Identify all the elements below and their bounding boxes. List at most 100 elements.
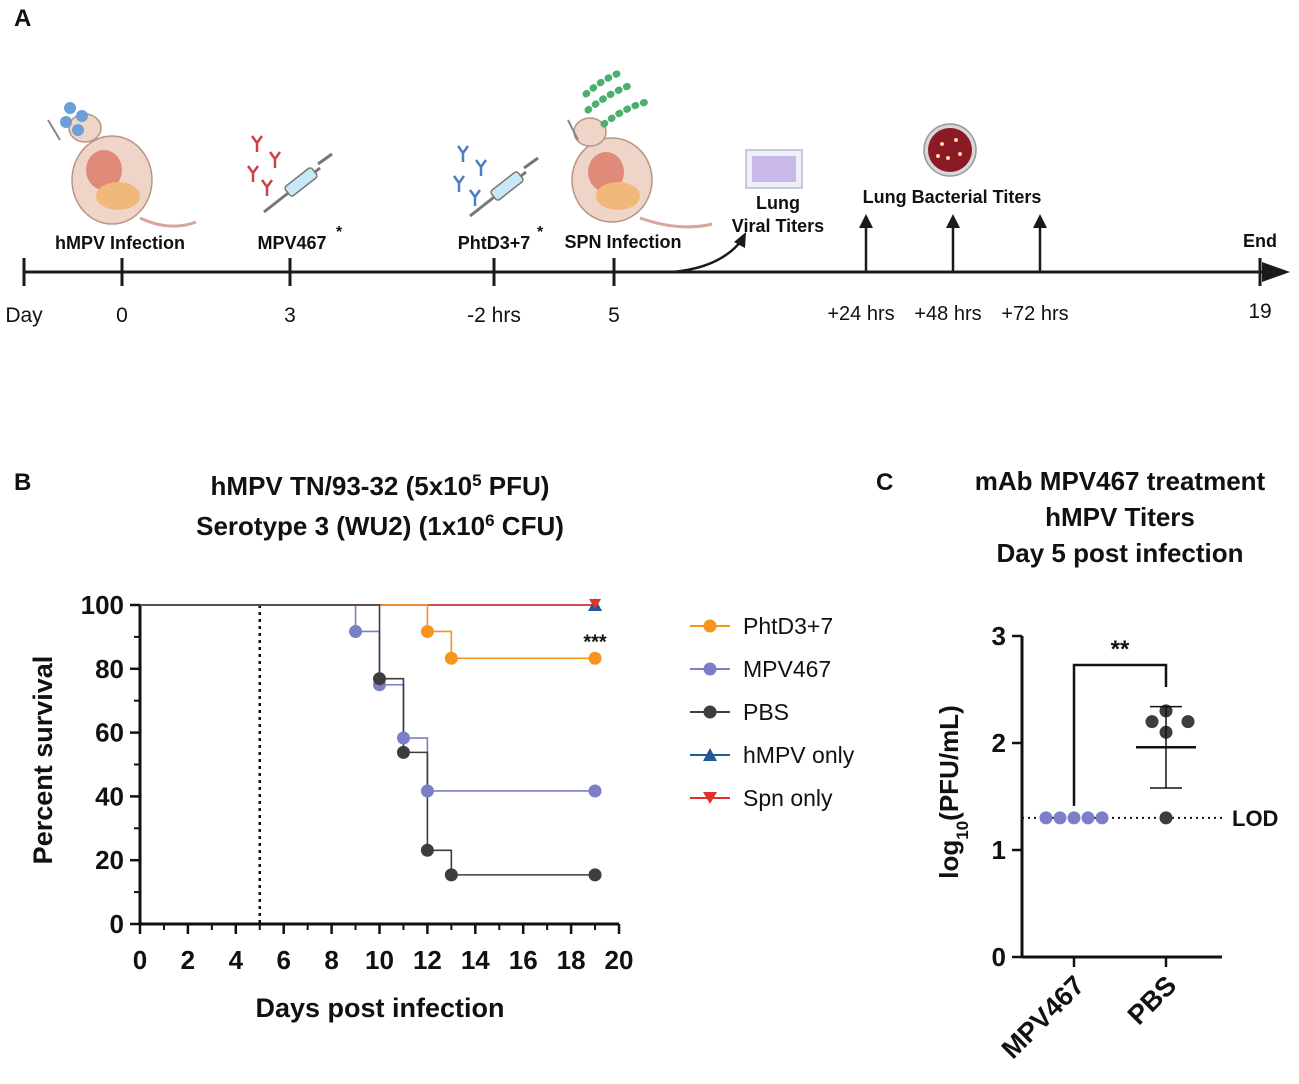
x-category-label: PBS [1122, 970, 1182, 1030]
data-point [1053, 811, 1067, 825]
antibody-red-icon [246, 135, 282, 196]
bacterial-arrow [946, 214, 960, 272]
legend-marker [703, 705, 717, 719]
syringe-icon [469, 156, 539, 218]
y-tick-label: 80 [95, 654, 124, 684]
chart-b-series [140, 604, 596, 876]
chart-c-axes: 0 1 2 3 MPV467 PBS LOD [992, 621, 1279, 1064]
petri-dish-icon [923, 123, 977, 177]
data-point [1067, 811, 1081, 825]
chart-b-ylabel: Percent survival [28, 656, 58, 865]
legend-label: PBS [743, 699, 789, 725]
data-point [1081, 811, 1095, 825]
legend-marker [703, 619, 717, 633]
survival-point [420, 784, 434, 798]
event-label: MPV467 [257, 233, 326, 253]
legend-marker [703, 792, 717, 804]
x-tick-label: 6 [276, 945, 290, 975]
data-point [1181, 715, 1195, 729]
mouse-illustration [47, 113, 197, 228]
y-tick-label: 0 [992, 942, 1006, 972]
chart-b-markers [349, 598, 603, 882]
x-tick-label: 0 [133, 945, 147, 975]
significance-marker: ** [1111, 636, 1130, 663]
chart-b-title-line2: Serotype 3 (WU2) (1x106 CFU) [196, 511, 564, 542]
virus-icon [60, 102, 88, 136]
panel-c: C mAb MPV467 treatment hMPV Titers Day 5… [876, 466, 1278, 1064]
x-tick-label: 20 [605, 945, 634, 975]
chart-b-legend: PhtD3+7 MPV467 PBS hMPV only Spn only [690, 613, 855, 811]
survival-point [588, 868, 602, 882]
y-tick-label: 60 [95, 718, 124, 748]
survival-point [444, 868, 458, 882]
legend-marker [703, 748, 717, 761]
survival-point [588, 784, 602, 798]
lung-viral-label: Viral Titers [732, 216, 824, 236]
chart-c-significance: ** [1072, 636, 1168, 806]
survival-point [349, 624, 363, 638]
survival-point [444, 651, 458, 665]
bacterial-titers-title: Lung Bacterial Titers [863, 187, 1042, 207]
lod-label: LOD [1232, 806, 1278, 831]
data-point [1145, 715, 1159, 729]
survival-point [588, 651, 602, 665]
day-label: Day [5, 304, 43, 327]
x-tick-label: 12 [413, 945, 442, 975]
legend-marker [703, 662, 717, 676]
y-tick-label: 20 [95, 845, 124, 875]
x-tick-label: 2 [181, 945, 195, 975]
chart-c-title-line: hMPV Titers [1045, 502, 1195, 532]
timeline-arrowhead [1262, 262, 1290, 282]
panel-a: A Day 0 3 -2 hrs 5 19 End hMPV Infection… [5, 5, 1290, 327]
significance-star: * [537, 224, 544, 241]
x-tick-label: 8 [324, 945, 338, 975]
survival-point [373, 672, 386, 686]
bacterial-time: +24 hrs [827, 303, 894, 325]
y-tick-label: 100 [81, 590, 124, 620]
end-label: End [1243, 231, 1277, 251]
legend-label: hMPV only [743, 742, 855, 768]
y-tick-label: 3 [992, 621, 1006, 651]
tick-value: 3 [284, 304, 296, 327]
chart-b-axes: 0 20 40 60 80 100 0 2 4 6 8 10 12 14 16 18 20 [81, 590, 634, 975]
data-point [1159, 811, 1173, 825]
bacterial-arrow [1033, 214, 1047, 272]
tick-value: -2 hrs [467, 304, 521, 327]
survival-point [396, 745, 410, 759]
significance-marker: *** [583, 631, 607, 653]
y-tick-label: 40 [95, 781, 124, 811]
syringe-icon [263, 152, 333, 214]
panel-b-label: B [14, 469, 31, 496]
y-tick-label: 1 [992, 835, 1006, 865]
bacterial-time: +48 hrs [914, 303, 981, 325]
chart-b-xlabel: Days post infection [255, 993, 504, 1023]
survival-line-pbs [140, 604, 596, 876]
x-tick-label: 14 [461, 945, 490, 975]
x-tick-label: 18 [557, 945, 586, 975]
legend-label: PhtD3+7 [743, 613, 833, 639]
significance-bracket [1072, 663, 1168, 806]
antibody-blue-icon [452, 145, 488, 206]
chart-c-points [1039, 704, 1196, 825]
tick-value: 19 [1248, 300, 1271, 323]
x-category-label: MPV467 [996, 970, 1090, 1064]
y-tick-label: 2 [992, 728, 1006, 758]
tick-value: 5 [608, 304, 620, 327]
survival-point [589, 599, 602, 609]
bacterial-arrow [859, 214, 873, 272]
mouse-illustration [567, 117, 713, 229]
event-label: hMPV Infection [55, 233, 185, 253]
data-point [1095, 811, 1109, 825]
x-tick-label: 10 [365, 945, 394, 975]
panel-a-label: A [14, 5, 31, 32]
event-label: PhtD3+7 [458, 233, 531, 253]
x-tick-label: 16 [509, 945, 538, 975]
survival-line-mpv467 [140, 604, 596, 792]
legend-label: MPV467 [743, 656, 831, 682]
chart-c-title-line: Day 5 post infection [996, 538, 1243, 568]
chart-c-ylabel: log10(PFU/mL) [934, 705, 972, 878]
bacteria-icon [582, 68, 650, 128]
survival-point [396, 731, 410, 745]
panel-b: B hMPV TN/93-32 (5x105 PFU) Serotype 3 (… [14, 469, 855, 1023]
